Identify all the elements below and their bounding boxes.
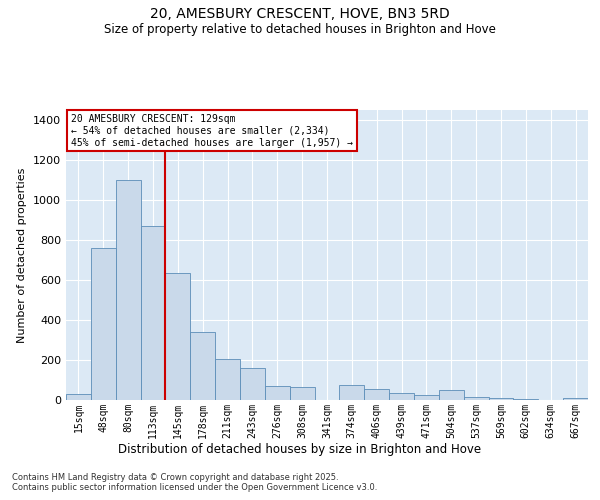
Bar [488,398,514,400]
Bar [290,387,314,400]
Bar [439,390,464,400]
Bar [190,332,215,400]
Text: 20, AMESBURY CRESCENT, HOVE, BN3 5RD: 20, AMESBURY CRESCENT, HOVE, BN3 5RD [150,8,450,22]
Text: Size of property relative to detached houses in Brighton and Hove: Size of property relative to detached ho… [104,22,496,36]
Bar [91,248,116,400]
Bar [166,273,190,400]
Y-axis label: Number of detached properties: Number of detached properties [17,168,28,342]
Bar [340,385,364,400]
Bar [464,397,488,400]
Bar [563,398,588,400]
Text: Contains HM Land Registry data © Crown copyright and database right 2025.: Contains HM Land Registry data © Crown c… [12,472,338,482]
Bar [240,368,265,400]
Bar [116,180,140,400]
Bar [389,393,414,400]
Bar [265,386,290,400]
Bar [414,395,439,400]
Bar [66,394,91,400]
Bar [364,389,389,400]
Bar [514,399,538,400]
Text: 20 AMESBURY CRESCENT: 129sqm
← 54% of detached houses are smaller (2,334)
45% of: 20 AMESBURY CRESCENT: 129sqm ← 54% of de… [71,114,353,148]
Bar [140,226,166,400]
Bar [215,359,240,400]
Text: Contains public sector information licensed under the Open Government Licence v3: Contains public sector information licen… [12,482,377,492]
Text: Distribution of detached houses by size in Brighton and Hove: Distribution of detached houses by size … [118,442,482,456]
